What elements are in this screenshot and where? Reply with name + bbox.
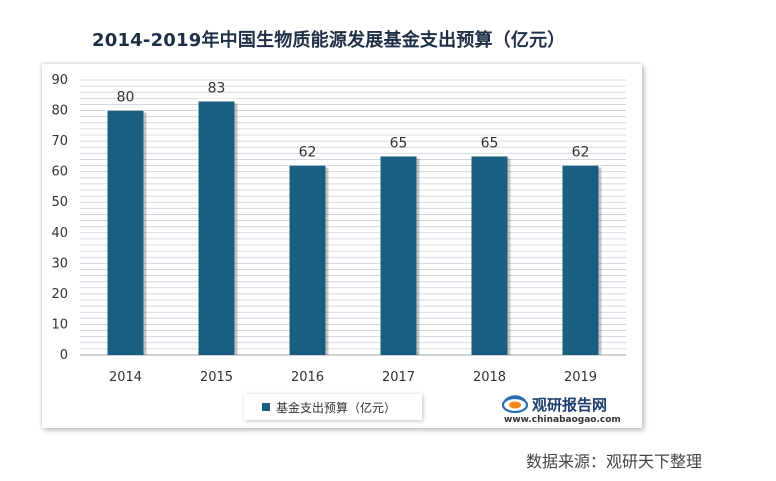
data-label: 65	[481, 135, 499, 151]
bar-cap	[560, 162, 601, 166]
bar-2019	[562, 165, 599, 355]
y-tick-label: 70	[51, 134, 68, 149]
chart-title: 2014-2019年中国生物质能源发展基金支出预算（亿元）	[92, 30, 566, 51]
bar-cap	[469, 153, 510, 157]
data-labels: 80 83 62 65 65 62	[117, 80, 590, 160]
data-label: 80	[117, 90, 135, 106]
gridlines	[80, 79, 626, 356]
bar-2014	[107, 110, 144, 355]
y-tick-label: 50	[51, 195, 68, 210]
x-tick-label: 2015	[200, 370, 233, 385]
chart-panel: 80 83 62 65 65 62 0 10 20 30 40 50 60 70 80 90 2014 201…	[42, 64, 642, 428]
x-tick-label: 2016	[291, 370, 324, 385]
data-label: 83	[208, 80, 226, 96]
watermark: 观研报告网 www.chinabaogao.com	[500, 392, 640, 428]
bar-cap	[196, 98, 237, 102]
y-tick-label: 0	[60, 348, 68, 363]
brand-logo-icon	[502, 395, 528, 414]
y-tick-label: 90	[51, 73, 68, 88]
data-label: 65	[390, 135, 408, 151]
x-tick-label: 2014	[109, 370, 142, 385]
y-axis-ticks: 0 10 20 30 40 50 60 70 80 90	[51, 73, 68, 363]
watermark-brand: 观研报告网	[532, 396, 608, 414]
y-tick-label: 80	[51, 104, 68, 119]
legend-swatch	[262, 403, 270, 411]
legend: 基金支出预算（亿元）	[244, 394, 422, 420]
bar-2018	[471, 156, 508, 355]
x-tick-label: 2018	[473, 370, 506, 385]
bar-cap	[378, 153, 419, 157]
watermark-url: www.chinabaogao.com	[504, 415, 621, 425]
x-tick-label: 2017	[382, 370, 415, 385]
data-label: 62	[572, 145, 590, 161]
bar-cap	[105, 107, 146, 111]
y-tick-label: 40	[51, 226, 68, 241]
x-tick-label: 2019	[564, 370, 597, 385]
y-tick-label: 20	[51, 287, 68, 302]
bar-2017	[380, 156, 417, 355]
legend-label: 基金支出预算（亿元）	[276, 400, 397, 415]
bar-2015	[198, 101, 235, 355]
bar-cap	[287, 162, 328, 166]
y-tick-label: 30	[51, 256, 68, 271]
y-tick-label: 10	[51, 317, 68, 332]
bars	[105, 98, 602, 355]
data-source: 数据来源：观研天下整理	[526, 452, 703, 471]
bar-2016	[289, 165, 326, 355]
y-tick-label: 60	[51, 165, 68, 180]
data-label: 62	[299, 145, 317, 161]
x-axis-ticks: 2014 2015 2016 2017 2018 2019	[109, 370, 597, 385]
